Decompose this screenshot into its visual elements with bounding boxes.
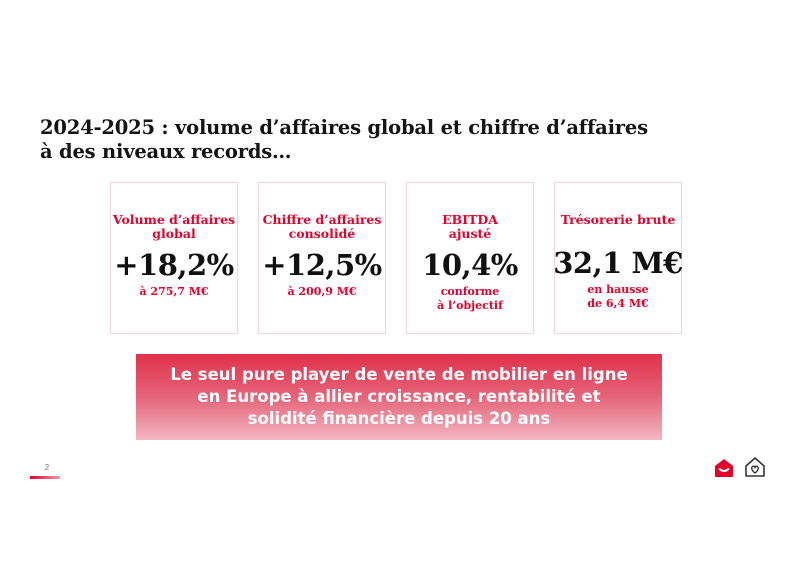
kpi-card-cash: Trésorerie brute 32,1 M€ en hausse de 6,… (553, 182, 683, 334)
banner-line: en Europe à allier croissance, rentabili… (197, 387, 601, 406)
kpi-card-ebitda: EBITDA ajusté 10,4% conforme à l’objecti… (406, 182, 534, 334)
kpi-label-line: ajusté (448, 226, 492, 241)
kpi-subtext-line: conforme (440, 285, 500, 298)
kpi-label-line: consolidé (288, 226, 356, 241)
kpi-label-line: global (152, 226, 196, 241)
slide-title-line-2: à des niveaux records… (40, 140, 292, 163)
kpi-subtext-line: à 200,9 M€ (287, 285, 357, 298)
kpi-subtext-line: en hausse (587, 283, 649, 296)
kpi-label: Trésorerie brute (555, 213, 681, 227)
kpi-subtext: en hausse de 6,4 M€ (555, 283, 681, 311)
kpi-subtext-line: à 275,7 M€ (139, 285, 209, 298)
page-number: 2 (44, 463, 50, 472)
slide-title-line-1: 2024-2025 : volume d’affaires global et … (40, 116, 648, 139)
brand-logo-icon (712, 456, 736, 478)
kpi-subtext: conforme à l’objectif (407, 285, 533, 313)
kpi-value: +12,5% (262, 248, 382, 282)
banner-line: solidité financière depuis 20 ans (247, 409, 551, 428)
kpi-label: EBITDA ajusté (407, 213, 533, 241)
kpi-subtext-line: à l’objectif (437, 299, 503, 312)
kpi-value: 10,4% (422, 248, 518, 282)
house-heart-logo-icon (743, 455, 767, 479)
slide-title: 2024-2025 : volume d’affaires global et … (40, 116, 740, 164)
banner-line: Le seul pure player de vente de mobilier… (170, 365, 628, 384)
kpi-label: Volume d’affaires global (111, 213, 237, 241)
kpi-value: 32,1 M€ (553, 246, 683, 280)
kpi-label: Chiffre d’affaires consolidé (259, 213, 385, 241)
kpi-label-line: Trésorerie brute (560, 212, 676, 227)
kpi-label-line: EBITDA (442, 212, 498, 227)
kpi-card-revenue: Chiffre d’affaires consolidé +12,5% à 20… (258, 182, 386, 334)
kpi-subtext: à 275,7 M€ (111, 285, 237, 299)
banner-text: Le seul pure player de vente de mobilier… (170, 364, 627, 430)
kpi-subtext: à 200,9 M€ (259, 285, 385, 299)
kpi-card-business-volume: Volume d’affaires global +18,2% à 275,7 … (110, 182, 238, 334)
kpi-label-line: Volume d’affaires (112, 212, 236, 227)
highlight-banner: Le seul pure player de vente de mobilier… (136, 354, 662, 440)
kpi-subtext-line: de 6,4 M€ (587, 297, 649, 310)
kpi-value: +18,2% (114, 248, 234, 282)
page-indicator-bar (30, 476, 60, 479)
kpi-label-line: Chiffre d’affaires (262, 212, 382, 227)
